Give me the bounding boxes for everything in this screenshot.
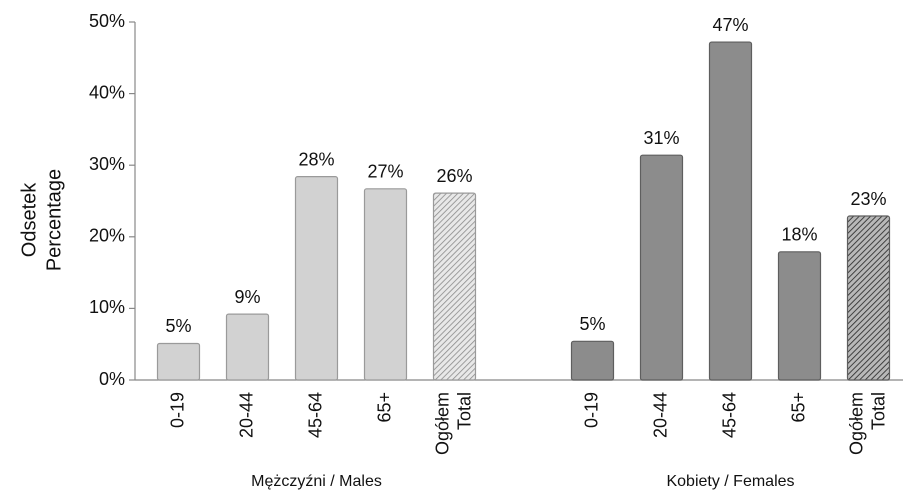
y-tick-label: 40% <box>89 82 125 102</box>
data-label: 18% <box>781 225 817 245</box>
data-label: 9% <box>234 287 260 307</box>
y-axis-title: Percentage <box>43 169 65 271</box>
bar <box>708 41 753 381</box>
x-tick-label: 45-64 <box>305 392 325 438</box>
data-label: 26% <box>436 166 472 186</box>
group-label: Kobiety / Females <box>666 473 794 490</box>
x-tick-label: 65+ <box>374 392 394 423</box>
bar <box>156 342 201 381</box>
x-tick-label: 0-19 <box>581 392 601 428</box>
bar <box>432 192 477 381</box>
x-tick-label: 0-19 <box>167 392 187 428</box>
y-tick-label: 0% <box>99 369 125 389</box>
y-axis-title: Odsetek <box>18 182 40 257</box>
bar <box>846 215 891 381</box>
x-tick-label: 45-64 <box>719 392 739 438</box>
x-tick-label: 65+ <box>788 392 808 423</box>
bar <box>777 251 822 381</box>
bar <box>363 188 408 381</box>
bar <box>294 176 339 381</box>
y-tick-label: 50% <box>89 11 125 31</box>
data-label: 5% <box>579 314 605 334</box>
bar <box>639 154 684 381</box>
bar <box>570 340 615 381</box>
data-label: 23% <box>850 189 886 209</box>
x-tick-label: 20-44 <box>650 392 670 438</box>
x-tick-label: 20-44 <box>236 392 256 438</box>
data-label: 31% <box>643 128 679 148</box>
group-label: Mężczyźni / Males <box>251 473 382 490</box>
y-tick-label: 10% <box>89 297 125 317</box>
data-label: 28% <box>298 149 334 169</box>
y-tick-label: 30% <box>89 154 125 174</box>
data-label: 5% <box>165 316 191 336</box>
data-label: 27% <box>367 162 403 182</box>
x-tick-label: Ogółem Total <box>432 392 474 455</box>
y-tick-label: 20% <box>89 226 125 246</box>
x-tick-label: Ogółem Total <box>846 392 888 455</box>
data-label: 47% <box>712 15 748 35</box>
bar <box>225 313 270 381</box>
